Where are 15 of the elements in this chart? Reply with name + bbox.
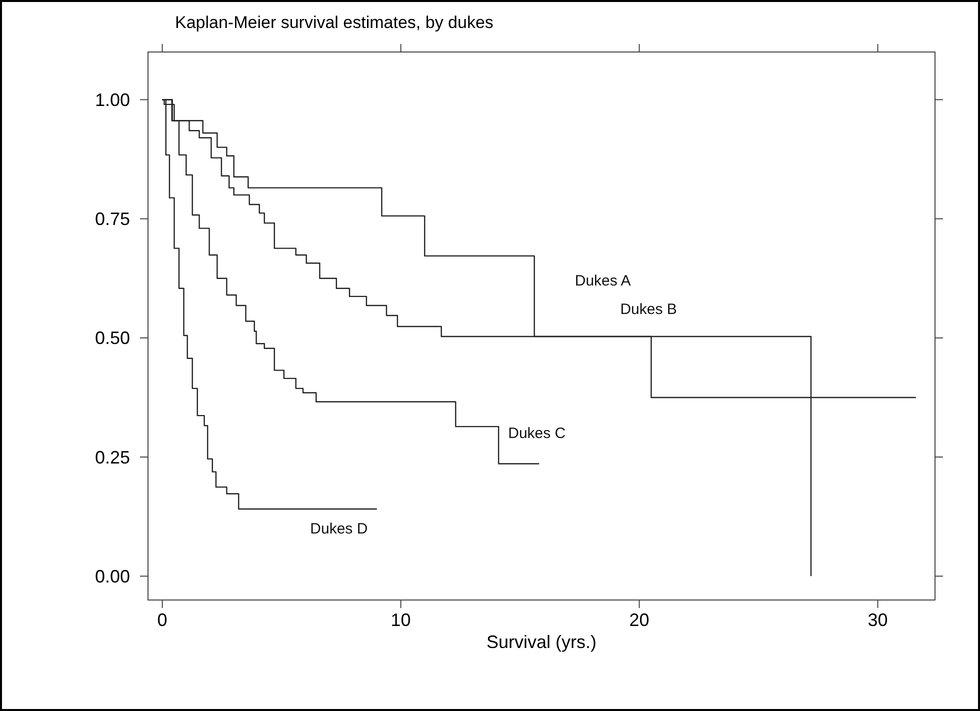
x-axis-title: Survival (yrs.): [486, 632, 597, 652]
y-tick-label: 0.50: [94, 328, 130, 348]
y-tick-label: 1.00: [94, 90, 130, 110]
x-tick-label: 20: [629, 610, 650, 630]
y-tick-label: 0.00: [94, 566, 130, 586]
text: Dukes A: [574, 272, 631, 290]
x-tick-label: 10: [390, 610, 411, 630]
series-label: Dukes B: [620, 301, 677, 318]
chart-title: Kaplan-Meier survival estimates, by dukes: [175, 13, 494, 32]
series-label: Dukes D: [310, 520, 368, 538]
x-tick-label: 0: [157, 610, 168, 630]
y-tick-label: 0.75: [94, 209, 130, 230]
series-label: Dukes C: [508, 424, 566, 442]
y-tick-label: 0.25: [94, 447, 130, 468]
x-tick-label: 30: [868, 610, 888, 630]
